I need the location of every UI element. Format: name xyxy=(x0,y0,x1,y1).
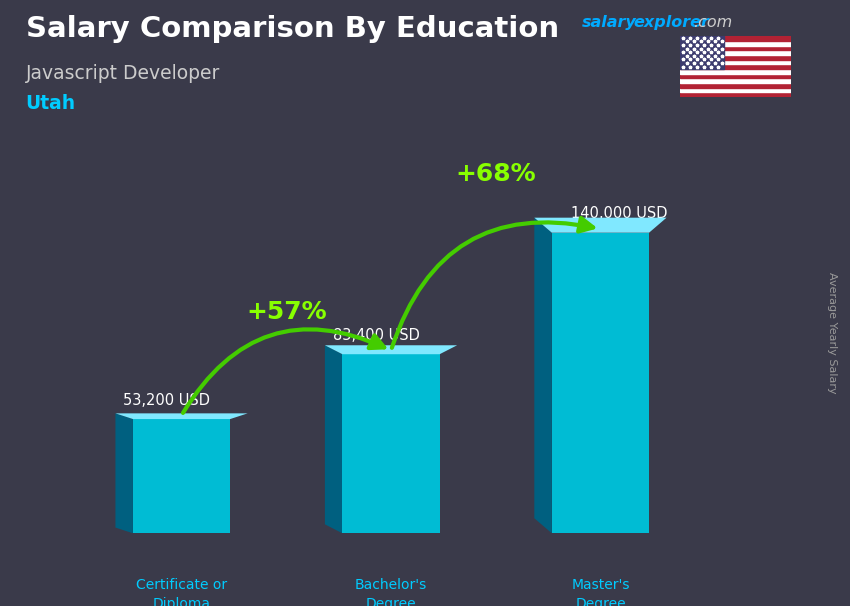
Text: Salary Comparison By Education: Salary Comparison By Education xyxy=(26,15,558,43)
Text: Bachelor's
Degree: Bachelor's Degree xyxy=(355,578,427,606)
Text: +57%: +57% xyxy=(246,299,326,324)
Bar xyxy=(680,41,790,45)
Bar xyxy=(680,88,790,92)
Bar xyxy=(680,83,790,88)
Bar xyxy=(680,36,724,69)
Text: Master's
Degree: Master's Degree xyxy=(571,578,630,606)
Bar xyxy=(680,45,790,50)
Bar xyxy=(680,36,790,41)
Polygon shape xyxy=(535,218,666,233)
Text: Average Yearly Salary: Average Yearly Salary xyxy=(827,273,837,394)
Text: salary: salary xyxy=(582,15,637,30)
Polygon shape xyxy=(325,345,343,533)
Text: .com: .com xyxy=(693,15,732,30)
FancyBboxPatch shape xyxy=(552,233,649,533)
Text: 140,000 USD: 140,000 USD xyxy=(571,207,668,221)
Bar xyxy=(680,69,790,74)
Text: 53,200 USD: 53,200 USD xyxy=(123,393,210,408)
Polygon shape xyxy=(535,218,552,533)
Text: 83,400 USD: 83,400 USD xyxy=(332,328,420,343)
Bar xyxy=(680,92,790,97)
Bar xyxy=(680,78,790,83)
Polygon shape xyxy=(116,413,133,533)
Text: Javascript Developer: Javascript Developer xyxy=(26,64,220,82)
Text: Certificate or
Diploma: Certificate or Diploma xyxy=(136,578,227,606)
FancyBboxPatch shape xyxy=(133,419,230,533)
Text: +68%: +68% xyxy=(456,162,536,187)
Bar xyxy=(680,50,790,55)
Bar xyxy=(680,64,790,69)
Bar xyxy=(680,59,790,64)
Text: explorer: explorer xyxy=(633,15,709,30)
Bar xyxy=(680,55,790,59)
Polygon shape xyxy=(325,345,457,355)
FancyBboxPatch shape xyxy=(343,355,439,533)
Text: Utah: Utah xyxy=(26,94,76,113)
Polygon shape xyxy=(116,413,247,419)
Bar xyxy=(680,74,790,78)
